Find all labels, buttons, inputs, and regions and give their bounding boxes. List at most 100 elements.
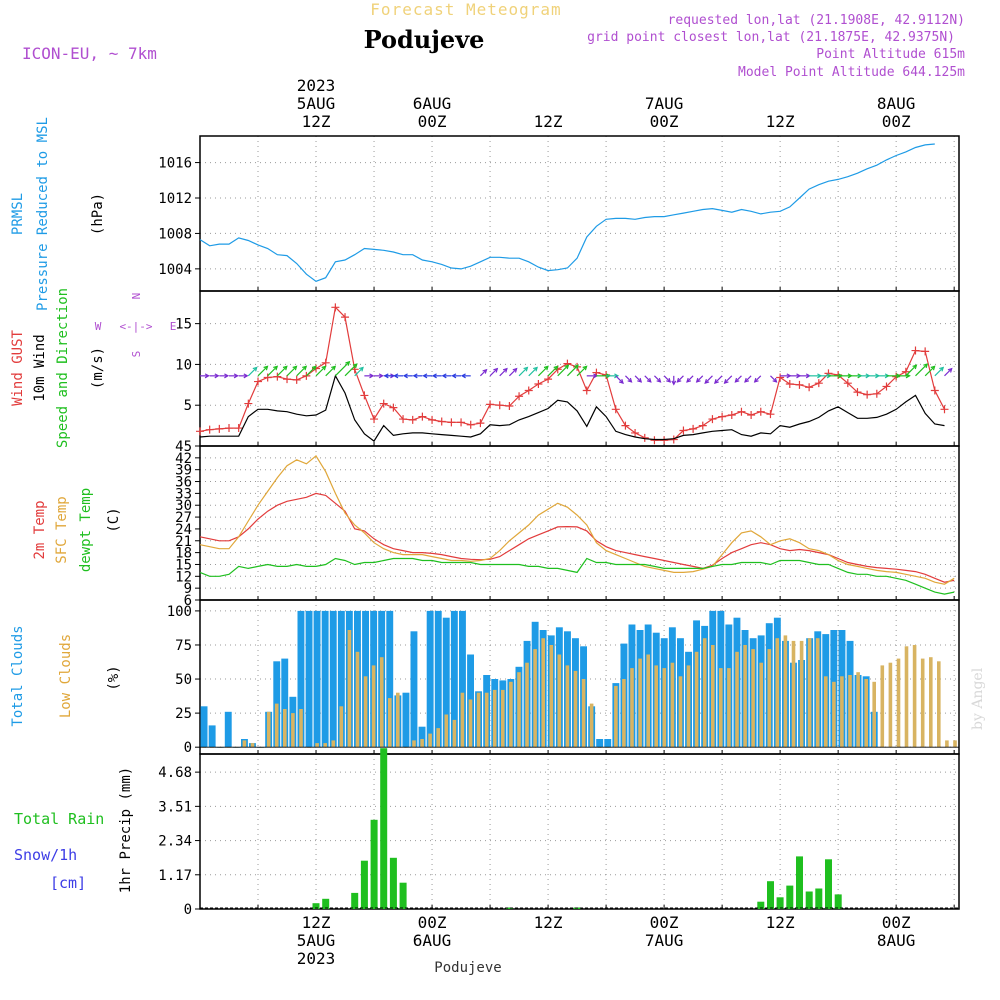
wind-direction-arrow [518,367,528,377]
panel-frame [199,445,960,601]
wind-gust-marker [321,358,330,367]
wind-gust-marker [544,375,553,384]
bottom-time-label: 6AUG [413,931,452,950]
wind-gust-marker [805,383,814,392]
low-cloud-bar [501,689,505,748]
y-tick-label: 27 [175,510,192,526]
y-tick-label: 0 [184,740,192,756]
panel-pressure: 1004 1008 1012 1016 PRMSL Pressure Reduced to… [10,117,960,311]
wind-gust-marker [399,415,408,424]
wind-direction-arrowhead [714,379,719,385]
low-cloud-bar [694,651,699,748]
rain-bar [776,897,784,909]
total-cloud-bar [410,631,418,748]
low-cloud-bar [727,668,731,748]
low-cloud-bar [904,646,909,748]
wind-gust-marker [292,375,301,384]
y-tick-label: 10 [175,357,192,373]
snow-unit-label: [cm] [50,874,86,892]
y-tick-label: 1008 [158,226,192,242]
low-cloud-bar [654,665,658,748]
low-cloud-bar [581,679,586,748]
low-cloud-bar [476,692,481,748]
wind-direction-arrowhead [744,377,750,383]
wind-direction-arrowhead [723,379,729,385]
wind-gust-marker [921,347,930,356]
y-tick-label: 15 [175,317,192,333]
wind-direction-arrow [724,375,733,384]
wind-gust-marker [756,407,765,416]
wind-direction-arrowhead [939,366,945,372]
low-cloud-bar [670,662,675,748]
wind-gust-line [199,306,946,441]
wind-direction-arrowhead [204,373,210,379]
low-cloud-bar [323,743,327,748]
wind-direction-arrow [944,368,953,377]
wind-gust-marker [689,424,698,433]
top-time-label: 00Z [882,112,911,131]
wind-direction-arrowhead [912,364,918,370]
wind-direction-arrowhead [582,365,588,371]
wind-gust-marker [650,436,659,445]
wind-direction-arrow [257,365,268,377]
pressure-unit-label: (hPa) [90,193,106,235]
wind-direction-arrowhead [233,373,239,379]
wind-direction-arrow [905,364,917,377]
wind-direction-arrow [663,375,671,383]
low-cloud-bar [678,676,683,748]
total-cloud-bar [337,610,345,748]
rain-bar [815,888,823,909]
wind-direction-arrowhead [493,367,499,373]
low-cloud-bar [743,645,747,748]
wind-direction-arrowhead [451,373,457,379]
wind-direction-arrow [276,365,288,377]
wind-direction-arrowhead [772,377,778,383]
wind-speed-line [199,374,945,442]
wind-gust-marker [737,407,746,416]
wind-direction-arrow [325,365,336,377]
grid-point-coords: grid point closest lon,lat (21.1875E, 42… [587,30,955,45]
y-tick-label: 100 [167,604,192,620]
wind-gust-marker [515,392,524,401]
wind-direction-arrow [489,368,498,377]
wind-gust-marker [437,417,446,426]
low-cloud-bar [872,681,876,748]
wind-gust-marker [428,415,437,424]
wind-direction-arrowhead [671,380,677,386]
low-cloud-bar [250,743,255,748]
wind-direction-arrow [934,367,944,377]
snow-label: Snow/1h [14,846,77,864]
wind-gust-marker [263,373,272,382]
wind-direction-arrowhead [695,377,701,383]
wind-direction-arrow [267,365,278,377]
low-cloud-bar [388,698,392,748]
wind-gust-marker [331,303,340,312]
total-cloud-bar [329,610,337,748]
low-cloud-bar [702,638,707,748]
low-cloud-bar [573,670,578,748]
low-cloud-bar [492,689,497,748]
wind-direction-arrow [354,367,364,377]
low-cloud-bar [428,733,432,748]
panel-precip: 0 1.17 2.34 3.51 4.68 1hr Precip (mm) Total Ra… [14,748,960,918]
wind-direction-arrow [734,375,742,383]
y-tick-label: 12 [175,569,192,585]
low-cloud-bar [266,711,271,748]
dewpt-label: dewpt Temp [78,488,94,572]
wind-gust-marker [843,379,852,388]
low-cloud-bar [517,672,521,748]
wind-gust-marker [911,346,920,355]
low-cloud-bar [452,719,457,748]
wind-direction-arrow [499,368,508,377]
y-tick-label: 30 [175,498,192,514]
wind-direction-arrowhead [512,367,518,373]
low-cloud-bar [719,668,723,748]
y-tick-label: 1012 [158,191,192,207]
wind-gust-marker [621,421,630,430]
wind-gust-marker [940,405,949,414]
total-cloud-bar [426,610,434,748]
wind-direction-arrowhead [383,373,389,379]
